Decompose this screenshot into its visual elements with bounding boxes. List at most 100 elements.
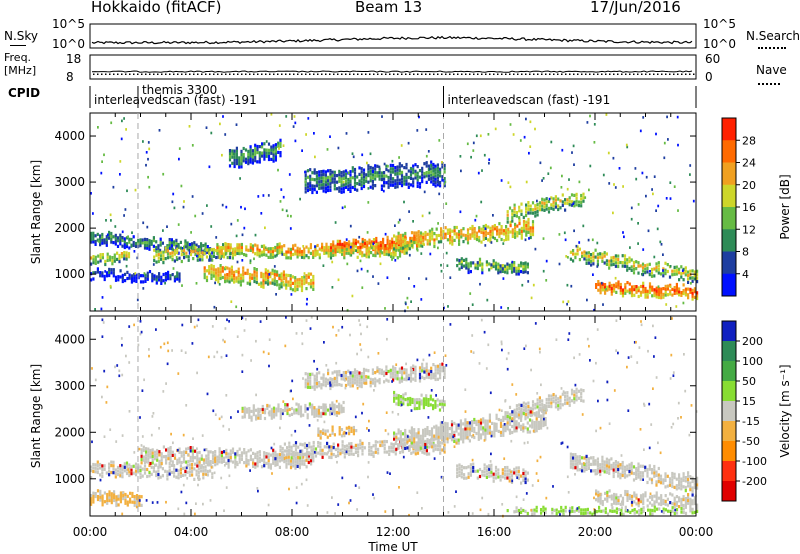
heatmap-cell [613,501,616,505]
heatmap-cell [260,281,263,285]
heatmap-cell [394,452,397,456]
heatmap-cell [276,270,279,274]
heatmap-cell [488,413,491,417]
heatmap-cell [442,229,445,233]
heatmap-cell [483,473,486,478]
heatmap-cell [224,280,227,284]
heatmap-cell [363,446,366,450]
heatmap-cell [343,247,346,251]
heatmap-cell [271,255,275,259]
heatmap-cell [536,213,539,217]
heatmap-cell [513,471,516,475]
heatmap-cell [458,463,461,467]
heatmap-cell [689,497,692,501]
heatmap-cell [329,386,332,391]
heatmap-cell [554,401,557,405]
heatmap-cell [145,450,148,454]
heatmap-cell [237,280,240,284]
heatmap-cell [365,378,368,382]
heatmap-cell [472,469,475,473]
heatmap-noise-cell [322,264,325,267]
heatmap-cell [141,467,144,471]
heatmap-cell [534,211,537,215]
heatmap-noise-cell [500,179,503,182]
heatmap-cell [159,237,162,241]
heatmap-cell [274,158,277,162]
heatmap-noise-cell [614,276,617,280]
heatmap-cell [300,282,304,286]
heatmap-cell [365,255,368,259]
heatmap-cell [582,399,585,403]
heatmap-cell [331,180,334,184]
heatmap-cell [338,402,341,406]
heatmap-cell [286,446,289,450]
heatmap-noise-cell [690,282,692,285]
heatmap-cell [341,245,344,249]
heatmap-cell [362,171,366,175]
heatmap-cell [422,235,425,239]
heatmap-cell [544,417,547,421]
heatmap-cell [219,256,222,260]
heatmap-cell [329,377,332,381]
heatmap-noise-cell [110,121,113,125]
heatmap-noise-cell [541,179,543,182]
heatmap-cell [264,271,267,275]
heatmap-cell [582,199,585,203]
heatmap-noise-cell [106,233,109,237]
heatmap-cell [321,242,324,246]
heatmap-cell [240,245,243,249]
heatmap-cell [437,429,440,433]
heatmap-cell [166,477,169,481]
heatmap-cell [630,291,634,295]
heatmap-cell [201,251,204,255]
heatmap-cell [428,430,431,434]
nave-marker [517,73,519,75]
heatmap-cell [520,209,523,213]
heatmap-cell [231,450,235,454]
heatmap-cell [477,434,480,438]
heatmap-cell [372,246,376,250]
heatmap-noise-cell [344,205,346,209]
heatmap-cell [403,248,406,252]
heatmap-cell [284,403,287,407]
heatmap-cell [254,159,257,163]
heatmap-cell [465,260,468,264]
heatmap-cell [235,155,238,160]
heatmap-cell [220,457,223,461]
heatmap-cell [437,435,440,439]
heatmap-cell [655,265,658,269]
heatmap-cell [291,281,294,285]
heatmap-cell [506,414,509,418]
heatmap-noise-cell [558,262,561,266]
heatmap-noise-cell [639,129,642,133]
heatmap-cell [460,260,463,264]
heatmap-cell [426,441,429,445]
heatmap-cell [684,287,687,291]
heatmap-cell [646,266,649,270]
heatmap-cell [621,291,625,295]
heatmap-cell [121,238,124,242]
heatmap-cell [139,280,143,284]
heatmap-cell [133,279,136,283]
heatmap-cell [522,429,525,433]
heatmap-noise-cell [148,185,151,189]
heatmap-cell [297,409,300,413]
heatmap-cell [341,248,344,252]
heatmap-cell [481,469,484,474]
nave-marker [313,73,315,75]
heatmap-cell [231,253,234,257]
heatmap-cell [689,481,692,485]
heatmap-cell [680,487,683,491]
heatmap-cell [410,444,413,448]
heatmap-cell [150,239,153,243]
heatmap-cell [378,377,381,382]
heatmap-cell [218,255,221,259]
heatmap-cell [648,290,652,295]
heatmap-cell [650,274,654,278]
heatmap-cell [471,231,474,235]
heatmap-cell [460,468,463,472]
heatmap-cell [678,290,681,294]
heatmap-cell [453,225,456,230]
heatmap-cell [689,290,692,294]
heatmap-cell [465,266,468,270]
